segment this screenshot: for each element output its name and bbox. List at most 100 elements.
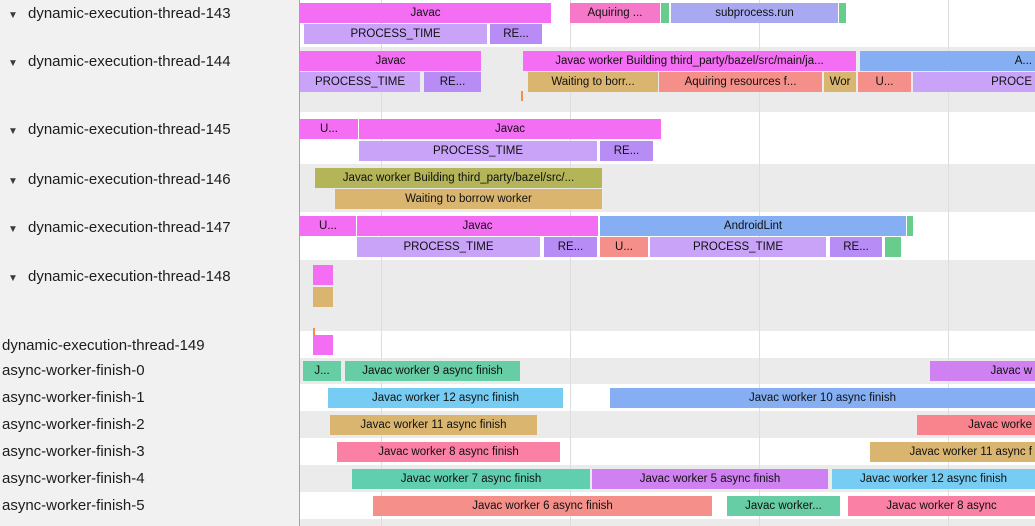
trace-bar-label: Javac worker 9 async finish — [362, 365, 503, 377]
trace-bar[interactable]: RE... — [490, 24, 542, 44]
trace-bar-label: Javac — [462, 220, 493, 232]
trace-bar[interactable]: Waiting to borr... — [528, 72, 658, 92]
collapse-arrow-icon: ▼ — [8, 176, 18, 187]
row-label-dynamic-execution-thread-146[interactable]: ▼ dynamic-execution-thread-146 — [0, 170, 299, 190]
trace-bar-label: Javac worker 8 async finish — [378, 446, 519, 458]
trace-bar[interactable] — [885, 237, 901, 257]
row-label-dynamic-execution-thread-145[interactable]: ▼ dynamic-execution-thread-145 — [0, 120, 299, 140]
trace-bar[interactable]: Javac worker 8 async — [848, 496, 1035, 516]
instant-event-tick[interactable] — [313, 328, 315, 336]
row-label-text: dynamic-execution-thread-148 — [28, 268, 231, 285]
trace-bar[interactable]: PROCESS_TIME — [304, 24, 487, 44]
trace-bar[interactable]: Javac worker 7 async finish — [352, 469, 590, 489]
trace-bar[interactable]: Javac worke — [917, 415, 1035, 435]
trace-bar[interactable]: Javac worker 11 async f — [870, 442, 1035, 462]
trace-bar[interactable]: Javac worker 12 async finish — [328, 388, 563, 408]
trace-bar-label: U... — [615, 241, 633, 253]
trace-bar-label: Javac worker 8 async — [886, 500, 997, 512]
trace-bar[interactable] — [313, 287, 333, 307]
trace-bar[interactable]: PROCESS_TIME — [300, 72, 420, 92]
row-label-text: dynamic-execution-thread-149 — [2, 337, 205, 354]
trace-bar[interactable]: PROCESS_TIME — [650, 237, 826, 257]
row-label-async-worker-finish-0[interactable]: async-worker-finish-0 — [0, 361, 299, 381]
trace-bar-label: Javac worker 5 async finish — [639, 473, 781, 485]
row-label-async-worker-finish-5[interactable]: async-worker-finish-5 — [0, 496, 299, 516]
row-label-dynamic-execution-thread-144[interactable]: ▼ dynamic-execution-thread-144 — [0, 52, 299, 72]
trace-bar[interactable] — [907, 216, 913, 236]
trace-bar-label: Javac — [410, 7, 441, 19]
row-label-async-worker-finish-4[interactable]: async-worker-finish-4 — [0, 469, 299, 489]
trace-bar[interactable]: U... — [600, 237, 648, 257]
trace-bar[interactable]: PROCESS_TIME — [359, 141, 597, 161]
trace-bar[interactable]: U... — [300, 216, 356, 236]
row-label-async-worker-finish-2[interactable]: async-worker-finish-2 — [0, 415, 299, 435]
trace-bar[interactable]: Javac worker Building third_party/bazel/… — [523, 51, 856, 71]
trace-bar-label: Javac w — [990, 365, 1032, 377]
trace-bar-label: PROCESS_TIME — [403, 241, 494, 253]
trace-bar[interactable]: U... — [300, 119, 358, 139]
trace-bar-label: Javac worker 11 async f — [909, 446, 1032, 458]
collapse-arrow-icon: ▼ — [8, 224, 18, 235]
trace-bar[interactable] — [839, 3, 846, 23]
trace-bar[interactable] — [313, 335, 333, 355]
trace-bar-label: Javac worker... — [745, 500, 822, 512]
trace-bar[interactable]: RE... — [544, 237, 597, 257]
trace-bar[interactable]: PROCE — [913, 72, 1035, 92]
row-label-text: async-worker-finish-5 — [2, 497, 145, 514]
row-label-dynamic-execution-thread-143[interactable]: ▼ dynamic-execution-thread-143 — [0, 4, 299, 24]
trace-bar[interactable]: Javac worker 8 async finish — [337, 442, 560, 462]
trace-bar[interactable]: U... — [858, 72, 911, 92]
row-label-text: dynamic-execution-thread-143 — [28, 5, 231, 22]
collapse-arrow-icon: ▼ — [8, 10, 18, 21]
row-label-dynamic-execution-thread-149[interactable]: dynamic-execution-thread-149 — [0, 336, 299, 356]
trace-bar[interactable]: Javac worker... — [727, 496, 840, 516]
trace-bar[interactable]: Aquiring ... — [570, 3, 660, 23]
trace-bar-label: subprocess.run — [715, 7, 794, 19]
trace-bar[interactable]: Javac — [300, 3, 551, 23]
trace-bar[interactable]: RE... — [424, 72, 481, 92]
trace-bar[interactable]: RE... — [830, 237, 882, 257]
row-label-text: async-worker-finish-2 — [2, 416, 145, 433]
trace-bar[interactable]: AndroidLint — [600, 216, 906, 236]
trace-bar[interactable]: Javac worker 6 async finish — [373, 496, 712, 516]
trace-bar-label: PROCESS_TIME — [314, 76, 406, 88]
trace-bar[interactable]: Javac — [357, 216, 598, 236]
row-stripe — [300, 260, 1035, 331]
row-label-text: async-worker-finish-0 — [2, 362, 145, 379]
time-gridline — [759, 0, 760, 526]
trace-bar[interactable]: Aquiring resources f... — [659, 72, 822, 92]
trace-bar[interactable]: Javac worker 11 async finish — [330, 415, 537, 435]
trace-bar[interactable]: Javac worker 9 async finish — [345, 361, 520, 381]
trace-bar[interactable]: A... — [860, 51, 1035, 71]
instant-event-tick[interactable] — [521, 91, 523, 101]
trace-bar[interactable]: PROCESS_TIME — [357, 237, 540, 257]
row-label-dynamic-execution-thread-147[interactable]: ▼ dynamic-execution-thread-147 — [0, 218, 299, 238]
trace-bar[interactable]: Waiting to borrow worker — [335, 189, 602, 209]
trace-bar-label: RE... — [557, 241, 584, 253]
trace-bar[interactable] — [661, 3, 669, 23]
trace-bar[interactable]: Javac — [300, 51, 481, 71]
row-label-text: dynamic-execution-thread-146 — [28, 171, 231, 188]
trace-bar[interactable]: subprocess.run — [671, 3, 838, 23]
trace-bar[interactable]: RE... — [600, 141, 653, 161]
trace-bar-label: Javac worker 10 async finish — [748, 392, 896, 404]
trace-bar-label: Javac worker Building third_party/bazel/… — [555, 55, 824, 67]
trace-bar-label: A... — [1014, 55, 1032, 67]
trace-bar[interactable]: Javac — [359, 119, 661, 139]
trace-bar[interactable] — [313, 265, 333, 285]
trace-bar[interactable]: Javac worker 12 async finish — [832, 469, 1035, 489]
trace-bar[interactable]: Wor — [824, 72, 856, 92]
trace-bar[interactable]: J... — [303, 361, 341, 381]
row-label-text: async-worker-finish-1 — [2, 389, 145, 406]
row-label-async-worker-finish-3[interactable]: async-worker-finish-3 — [0, 442, 299, 462]
trace-bar[interactable]: Javac worker 5 async finish — [592, 469, 828, 489]
row-label-async-worker-finish-1[interactable]: async-worker-finish-1 — [0, 388, 299, 408]
trace-bar[interactable]: Javac worker 10 async finish — [610, 388, 1035, 408]
trace-bar[interactable]: Javac w — [930, 361, 1035, 381]
row-label-dynamic-execution-thread-148[interactable]: ▼ dynamic-execution-thread-148 — [0, 267, 299, 287]
trace-bar-label: Waiting to borrow worker — [405, 193, 532, 205]
timeline[interactable]: Javac Aquiring ... subprocess.run PROCESS_T… — [300, 0, 1035, 526]
trace-bar[interactable]: Javac worker Building third_party/bazel/… — [315, 168, 602, 188]
trace-bar-label: Javac — [375, 55, 406, 67]
